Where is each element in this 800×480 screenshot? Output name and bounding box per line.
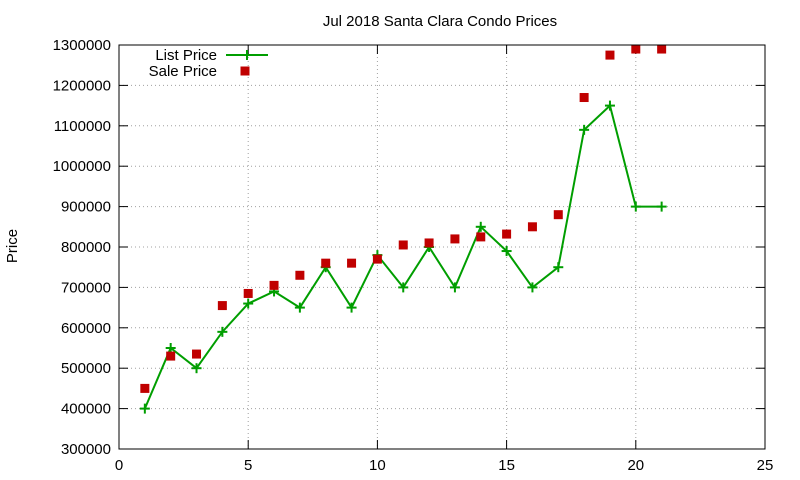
legend-plus-marker [242, 50, 252, 60]
sale-price-point [605, 50, 615, 60]
list-price-point [217, 326, 228, 337]
y-tick-label: 1100000 [54, 118, 111, 135]
list-price-point [243, 298, 254, 309]
series-sale-price [140, 44, 667, 393]
sale-price-point [269, 280, 279, 290]
x-tick-label: 20 [627, 457, 644, 474]
plot-border [118, 44, 766, 450]
sale-price-point [527, 222, 537, 232]
y-tick-label: 300000 [61, 441, 111, 458]
sale-price-point [243, 288, 253, 298]
series-list-price [139, 100, 667, 414]
list-price-point [449, 282, 460, 293]
tick-labels: 0 5 10 15 20 25 300000 400000 500000 600000 700000… [53, 37, 774, 474]
list-price-line [143, 103, 662, 409]
chart-title: Jul 2018 Santa Clara Condo Prices [323, 13, 557, 30]
sale-price-point [295, 270, 305, 280]
y-tick-label: 900000 [61, 199, 111, 216]
x-tick-label: 5 [244, 457, 252, 474]
list-price-point [656, 201, 667, 212]
y-tick-label: 1000000 [53, 158, 111, 175]
list-price-point [346, 302, 357, 313]
sale-price-point [631, 44, 641, 54]
sale-price-point [476, 232, 486, 242]
x-tick-label: 0 [115, 457, 123, 474]
legend-label: Sale Price [149, 63, 217, 80]
list-price-point [553, 262, 564, 273]
sale-price-point [657, 44, 667, 54]
y-tick-label: 600000 [61, 320, 111, 337]
list-price-point [139, 403, 150, 414]
list-price-point [604, 100, 615, 111]
y-tick-label: 1300000 [53, 37, 111, 54]
list-price-point [191, 363, 202, 374]
list-price-point [165, 343, 176, 353]
sale-price-point [553, 210, 563, 220]
list-price-point [579, 124, 590, 135]
list-price-point [527, 282, 538, 293]
sale-price-point [502, 229, 512, 239]
y-tick-label: 700000 [61, 279, 111, 296]
y-tick-label: 400000 [61, 401, 111, 418]
list-price-point [475, 221, 486, 232]
series-layer [139, 44, 667, 414]
sale-price-point [140, 383, 150, 393]
sale-price-point [347, 258, 357, 268]
y-axis-label: Price [4, 229, 21, 263]
sale-price-point [321, 258, 331, 268]
sale-price-point [398, 240, 408, 250]
x-tick-label: 15 [498, 457, 515, 474]
sale-price-point [372, 254, 382, 264]
legend-square-marker [240, 66, 250, 76]
list-price-point [294, 302, 305, 313]
list-price-point [630, 201, 641, 212]
legend-label: List Price [155, 47, 217, 64]
sale-price-point [192, 349, 202, 359]
sale-price-point [424, 238, 434, 248]
y-tick-label: 800000 [61, 239, 111, 256]
grid-lines [119, 45, 765, 449]
sale-price-point [579, 93, 589, 103]
list-price-point [398, 282, 409, 293]
x-tick-label: 10 [369, 457, 386, 474]
sale-price-point [166, 351, 176, 361]
x-tick-label: 25 [757, 457, 774, 474]
sale-price-point [217, 301, 227, 311]
y-tick-label: 500000 [61, 360, 111, 377]
list-price-point [501, 246, 512, 257]
y-tick-label: 1200000 [53, 77, 111, 94]
sale-price-point [450, 234, 460, 244]
